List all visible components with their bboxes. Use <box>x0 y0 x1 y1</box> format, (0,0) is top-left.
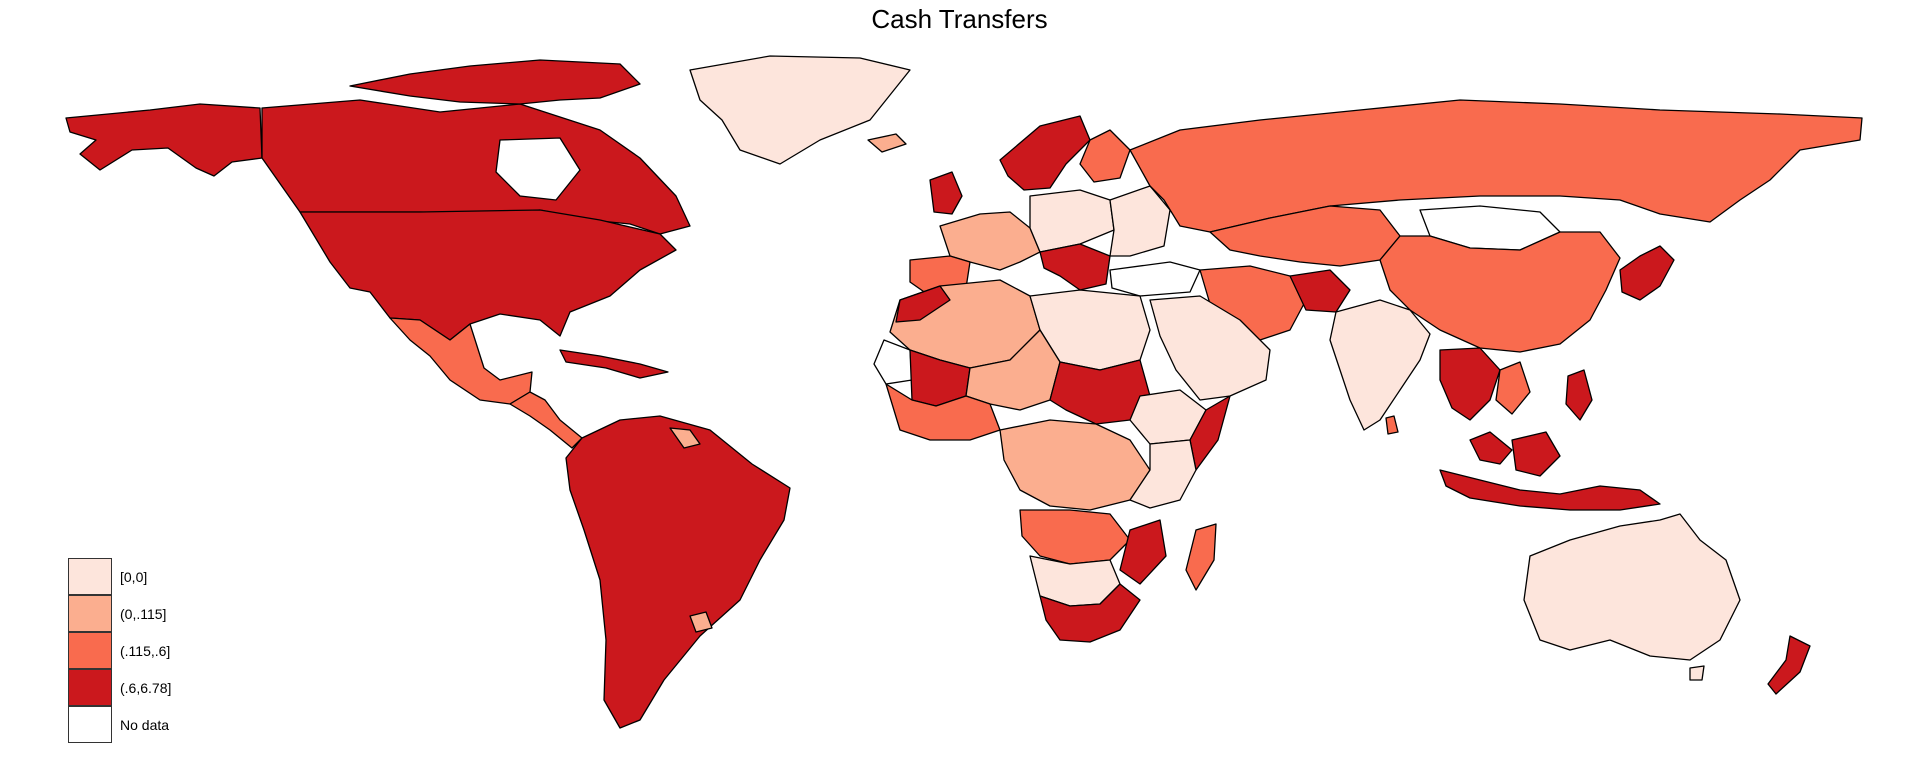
region-central-america <box>509 391 583 449</box>
region-greenland <box>689 55 911 165</box>
region-korea-japan <box>1619 245 1675 301</box>
region-indonesia <box>1439 469 1661 511</box>
region-arabia <box>1149 295 1271 401</box>
region-mauritania <box>873 339 913 385</box>
region-iceland <box>867 133 907 153</box>
legend-label: [0,0] <box>120 568 148 585</box>
region-morocco <box>895 285 951 323</box>
legend-swatch <box>68 669 112 706</box>
region-norway-sweden <box>999 115 1091 191</box>
region-angola-zambia <box>1019 509 1131 565</box>
region-china <box>1379 231 1621 353</box>
region-uruguay <box>689 611 713 633</box>
region-borneo <box>1511 431 1561 477</box>
region-alaska <box>65 103 263 177</box>
legend-swatch <box>68 632 112 669</box>
region-afghanistan <box>1289 269 1351 313</box>
legend-swatch <box>68 706 112 743</box>
region-south-america <box>565 415 791 729</box>
region-italy-balkans <box>1039 243 1111 291</box>
region-mozambique <box>1119 519 1167 585</box>
region-turkey <box>1109 261 1201 297</box>
region-caribbean <box>559 349 669 379</box>
region-sri-lanka <box>1385 415 1399 435</box>
region-canada-islands <box>349 59 641 105</box>
region-usa <box>299 209 677 341</box>
region-west-africa <box>885 383 1001 441</box>
region-uk <box>929 171 963 215</box>
region-guiana <box>669 427 701 449</box>
legend-label: (.6,6.78] <box>120 679 172 696</box>
map-title: Cash Transfers <box>871 4 1048 34</box>
region-central-africa <box>999 419 1151 511</box>
region-australia <box>1523 513 1741 661</box>
legend-swatch <box>68 558 112 595</box>
legend-swatch <box>68 595 112 632</box>
region-mexico <box>389 317 533 405</box>
region-hudson-bay <box>495 137 581 201</box>
region-somalia <box>1189 395 1231 471</box>
region-philippines <box>1565 369 1593 421</box>
legend-item: No data <box>68 706 171 743</box>
legend-label: (.115,.6] <box>120 642 171 659</box>
region-central-europe <box>1029 189 1115 253</box>
region-malaysia <box>1469 431 1513 465</box>
region-vietnam <box>1495 361 1531 415</box>
legend-item: (.6,6.78] <box>68 669 171 706</box>
region-finland <box>1079 129 1131 183</box>
legend-item: (.115,.6] <box>68 632 171 669</box>
legend-item: [0,0] <box>68 558 171 595</box>
map-legend: [0,0] (0,.115] (.115,.6] (.6,6.78] No da… <box>68 558 171 743</box>
region-new-zealand <box>1767 635 1811 695</box>
region-tasmania <box>1689 665 1705 681</box>
legend-label: (0,.115] <box>120 605 167 622</box>
legend-label: No data <box>120 716 170 733</box>
region-madagascar <box>1185 523 1217 591</box>
region-southeast-asia <box>1439 347 1501 421</box>
region-south-africa <box>1039 583 1141 643</box>
region-india <box>1329 299 1431 431</box>
legend-item: (0,.115] <box>68 595 171 632</box>
region-east-africa <box>1129 439 1197 509</box>
